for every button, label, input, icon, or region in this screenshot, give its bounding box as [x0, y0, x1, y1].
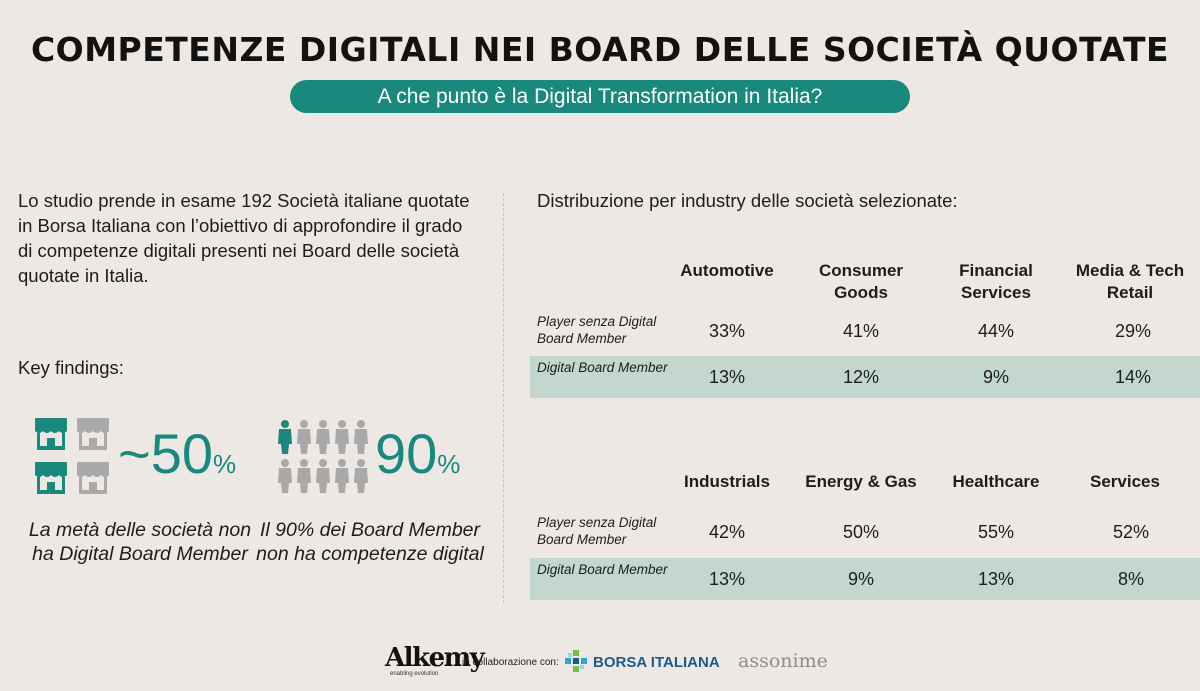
person-icon — [354, 420, 368, 454]
borsa-italiana-logo-icon — [565, 650, 587, 672]
finding2-number: 90 — [375, 422, 438, 485]
table-cell: 14% — [1114, 367, 1152, 387]
person-icon-group — [278, 420, 368, 493]
alkemy-tagline: enabling evolution — [390, 671, 439, 677]
table-cell: 44% — [977, 321, 1015, 341]
store-icon — [77, 418, 109, 450]
table-cell: 13% — [708, 569, 746, 589]
table-cell: 8% — [1117, 569, 1144, 589]
finding1-unit: % — [213, 449, 237, 479]
store-icon — [35, 462, 67, 494]
store-icon — [77, 462, 109, 494]
table-cell: 55% — [977, 522, 1015, 542]
person-icon — [278, 459, 292, 493]
industry-header: Services — [1090, 472, 1160, 491]
row-label: Digital Board Member — [537, 360, 668, 375]
page-title: COMPETENZE DIGITALI NEI BOARD DELLE SOCI… — [30, 30, 1170, 69]
row-label: Player senza Digital Board Member — [537, 515, 657, 547]
person-icon — [297, 420, 311, 454]
table-row: Digital Board Member 13% 9% 13% 8% — [530, 558, 1200, 600]
person-icon — [354, 459, 368, 493]
table-cell: 52% — [1112, 522, 1150, 542]
table-cell: 12% — [842, 367, 880, 387]
table-cell: 13% — [708, 367, 746, 387]
table-cell: 13% — [977, 569, 1015, 589]
industry-header: Energy & Gas — [805, 472, 917, 491]
key-findings-label: Key findings: — [18, 357, 124, 378]
table-cell: 41% — [842, 321, 880, 341]
table-cell: 50% — [842, 522, 880, 542]
table-cell: 9% — [847, 569, 874, 589]
subtitle-banner: A che punto è la Digital Transformation … — [290, 80, 910, 113]
person-icon — [335, 459, 349, 493]
intro-text: Lo studio prende in esame 192 Società it… — [18, 190, 470, 286]
borsa-italiana-logo: BORSA ITALIANA — [593, 654, 720, 671]
person-icon — [278, 420, 292, 454]
finding1-value: ~50% — [118, 424, 236, 494]
table-row: Digital Board Member 13% 12% 9% 14% — [530, 356, 1200, 398]
person-icon — [335, 420, 349, 454]
industry-header: Consumer Goods — [818, 261, 904, 302]
table-cell: 42% — [708, 522, 746, 542]
finding1-text: La metà delle società non ha Digital Boa… — [28, 519, 252, 565]
industry-header: Automotive — [680, 261, 774, 280]
finding2-text: Il 90% dei Board Member non ha competenz… — [256, 519, 484, 565]
table-cell: 33% — [708, 321, 746, 341]
finding2-value: 90% — [375, 424, 460, 494]
assonime-logo: assonime — [738, 650, 828, 672]
table-row: Player senza Digital Board Member 42% 50… — [530, 511, 1200, 553]
store-icon — [35, 418, 67, 450]
store-icon-group — [35, 418, 109, 494]
industry-header: Healthcare — [952, 472, 1040, 491]
industry-header: Financial Services — [959, 261, 1033, 302]
row-label: Digital Board Member — [537, 562, 668, 577]
section-divider — [503, 193, 504, 603]
industry-header: Industrials — [684, 472, 770, 491]
finding2-unit: % — [437, 449, 461, 479]
row-label: Player senza Digital Board Member — [537, 314, 657, 346]
table-cell: 29% — [1114, 321, 1152, 341]
table-row: Player senza Digital Board Member 33% 41… — [530, 310, 1200, 352]
table-cell: 9% — [982, 367, 1009, 387]
collaboration-text: in collaborazione con: — [462, 657, 559, 668]
finding1-number: ~50 — [118, 422, 213, 485]
person-icon — [316, 459, 330, 493]
person-icon — [297, 459, 311, 493]
distribution-label: Distribuzione per industry delle società… — [537, 190, 958, 211]
person-icon — [316, 420, 330, 454]
industry-header: Media & Tech Retail — [1075, 261, 1185, 302]
alkemy-logo: Alkemy — [385, 643, 485, 673]
